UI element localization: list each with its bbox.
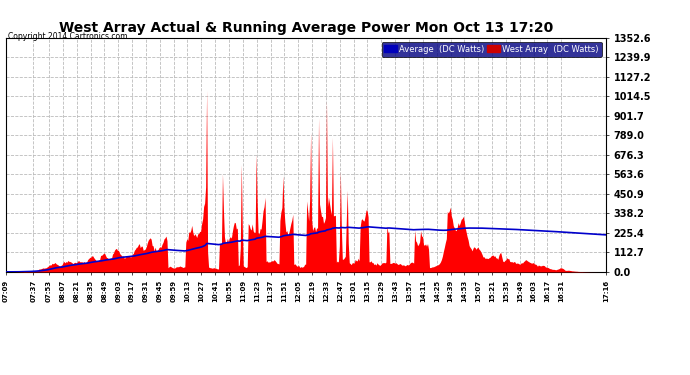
- Legend: Average  (DC Watts), West Array  (DC Watts): Average (DC Watts), West Array (DC Watts…: [382, 42, 602, 57]
- Text: Copyright 2014 Cartronics.com: Copyright 2014 Cartronics.com: [8, 32, 128, 41]
- Title: West Array Actual & Running Average Power Mon Oct 13 17:20: West Array Actual & Running Average Powe…: [59, 21, 553, 35]
